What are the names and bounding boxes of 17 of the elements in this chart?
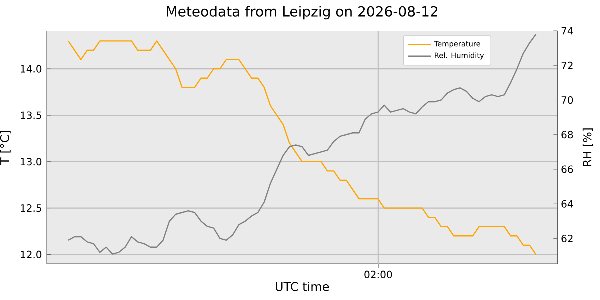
y-tick-label: 14.0	[21, 65, 42, 73]
y2-tick-label: 64	[562, 200, 574, 208]
y2-tick-label: 72	[562, 62, 573, 70]
y2-axis-title: RH [%]	[582, 128, 594, 166]
y2-tick-label: 70	[562, 96, 574, 104]
y-tick-label: 12.5	[21, 204, 42, 212]
y-tick-label: 13.0	[21, 158, 42, 166]
y-tick-label: 13.5	[21, 112, 42, 120]
chart-title: Meteodata from Leipzig on 2026-08-12	[167, 6, 438, 20]
y-tick-label: 12.0	[21, 250, 42, 259]
x-axis-title: UTC time	[276, 282, 330, 292]
y2-tick-label: 62	[562, 234, 573, 243]
y2-tick-label: 68	[562, 131, 574, 139]
text: 02:00	[364, 270, 392, 278]
y2-tick-label: 66	[562, 166, 574, 174]
y2-tick-label: 74	[562, 27, 574, 35]
y-axis-title: T [°C]	[0, 131, 11, 165]
